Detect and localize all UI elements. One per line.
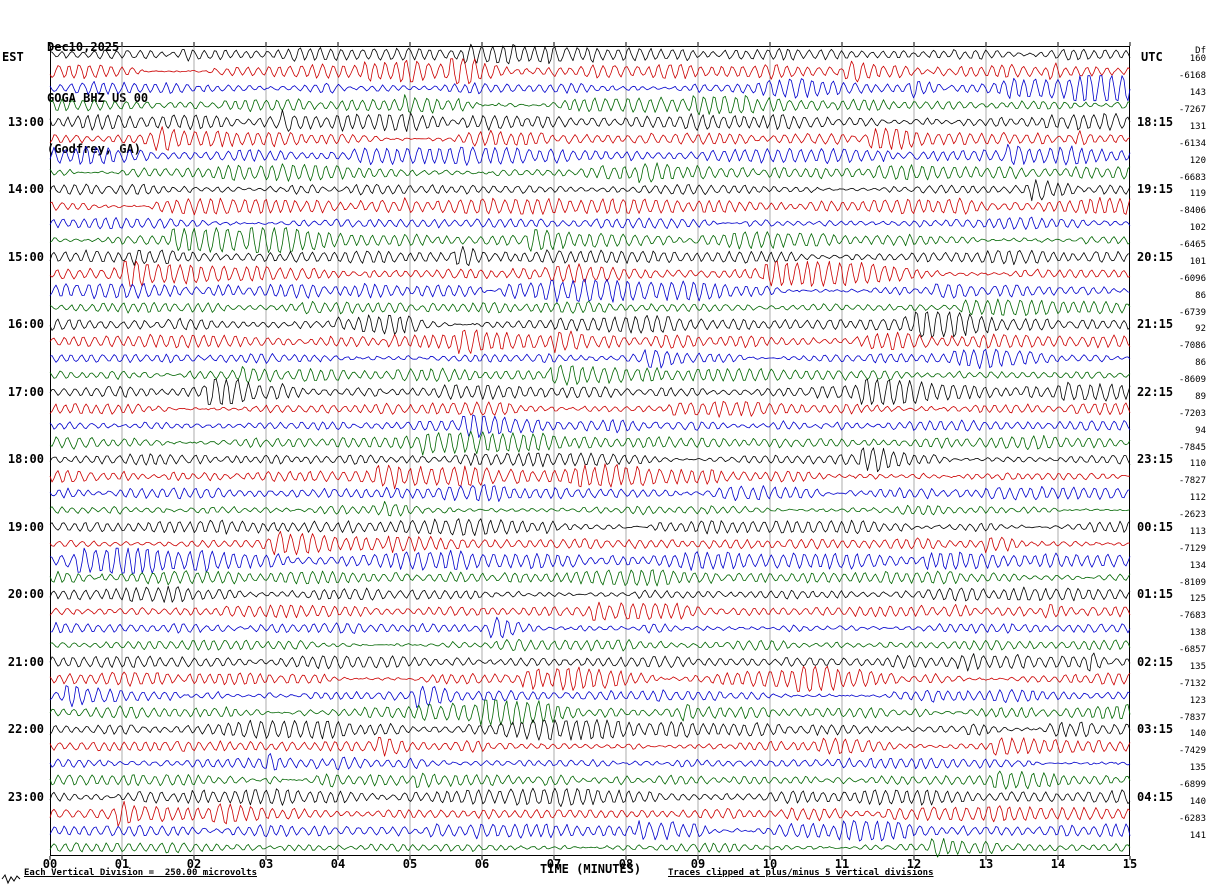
est-hour-label: 13:00 — [7, 115, 44, 129]
dc-offset-value: -6739 — [1178, 308, 1206, 318]
dc-offset-value: -7203 — [1178, 409, 1206, 419]
est-hour-label: 22:00 — [7, 722, 44, 736]
dc-offset-value: 123 — [1189, 696, 1206, 706]
dc-offset-value: -6899 — [1178, 780, 1206, 790]
est-hour-label: 16:00 — [7, 317, 44, 331]
dc-offset-value: 138 — [1189, 628, 1206, 638]
dc-offset-value: 86 — [1195, 291, 1206, 301]
dc-offset-value: 131 — [1189, 122, 1206, 132]
dc-offset-value: -7429 — [1178, 746, 1206, 756]
dc-offset-value: 102 — [1189, 223, 1206, 233]
dc-offset-value: 120 — [1189, 156, 1206, 166]
est-hour-label: 21:00 — [7, 655, 44, 669]
utc-hour-label: 02:15 — [1137, 655, 1174, 669]
dc-offset-value: 119 — [1189, 189, 1206, 199]
scale-note: Each Vertical Division = 250.00 microvol… — [24, 868, 257, 878]
dc-offset-value: 110 — [1189, 459, 1206, 469]
dc-offset-value: -7845 — [1178, 443, 1206, 453]
x-tick-label: 00 — [42, 857, 58, 871]
est-hour-label: 17:00 — [7, 385, 44, 399]
dc-offset-value: 134 — [1189, 561, 1206, 571]
est-hour-label: 14:00 — [7, 182, 44, 196]
dc-offset-value: -6096 — [1178, 274, 1206, 284]
x-tick-label: 12 — [906, 857, 922, 871]
dc-offset-value: 135 — [1189, 763, 1206, 773]
x-tick-label: 07 — [546, 857, 562, 871]
utc-hour-label: 01:15 — [1137, 587, 1174, 601]
x-tick-label: 02 — [186, 857, 202, 871]
dc-offset-value: 125 — [1189, 594, 1206, 604]
dc-offset-value: -7827 — [1178, 476, 1206, 486]
dc-offset-value: -7086 — [1178, 341, 1206, 351]
utc-hour-label: 22:15 — [1137, 385, 1174, 399]
dc-offset-value: -7132 — [1178, 679, 1206, 689]
dc-offset-value: -8609 — [1178, 375, 1206, 385]
dc-offset-value: -2623 — [1178, 510, 1206, 520]
dc-offset-value: -7683 — [1178, 611, 1206, 621]
dc-offset-value: 89 — [1195, 392, 1206, 402]
dc-offset-value: -8406 — [1178, 206, 1206, 216]
dc-offset-value: -6683 — [1178, 173, 1206, 183]
est-hour-label: 23:00 — [7, 790, 44, 804]
x-tick-label: 09 — [690, 857, 706, 871]
dc-offset-value: 113 — [1189, 527, 1206, 537]
dc-offset-value: 135 — [1189, 662, 1206, 672]
dc-offset-value: 160 — [1189, 54, 1206, 64]
dc-offset-value: 140 — [1189, 797, 1206, 807]
x-tick-label: 06 — [474, 857, 490, 871]
x-tick-label: 15 — [1122, 857, 1138, 871]
dc-offset-value: 112 — [1189, 493, 1206, 503]
x-tick-label: 03 — [258, 857, 274, 871]
dc-offset-value: -6857 — [1178, 645, 1206, 655]
squiggle-icon — [1, 873, 21, 885]
dc-offset-value: -6168 — [1178, 71, 1206, 81]
x-axis-title: TIME (MINUTES) — [540, 862, 642, 876]
right-timezone-header: UTC — [1141, 50, 1163, 64]
seismogram-plot[interactable] — [49, 42, 1131, 860]
dc-offset-value: 101 — [1189, 257, 1206, 267]
title-block: Dec10,2025 GOGA BHZ US 00 (Godfrey, GA) — [47, 3, 148, 194]
est-hour-label: 19:00 — [7, 520, 44, 534]
dc-offset-value: 86 — [1195, 358, 1206, 368]
x-tick-label: 11 — [834, 857, 850, 871]
utc-hour-label: 23:15 — [1137, 452, 1174, 466]
utc-hour-label: 20:15 — [1137, 250, 1174, 264]
dc-offset-value: -7267 — [1178, 105, 1206, 115]
left-timezone-header: EST — [2, 50, 24, 64]
est-hour-label: 20:00 — [7, 587, 44, 601]
utc-hour-label: 21:15 — [1137, 317, 1174, 331]
x-tick-label: 05 — [402, 857, 418, 871]
est-hour-label: 15:00 — [7, 250, 44, 264]
est-hour-label: 18:00 — [7, 452, 44, 466]
utc-hour-label: 03:15 — [1137, 722, 1174, 736]
x-tick-label: 13 — [978, 857, 994, 871]
dc-offset-value: 92 — [1195, 324, 1206, 334]
dc-offset-value: 141 — [1189, 831, 1206, 841]
utc-hour-label: 18:15 — [1137, 115, 1174, 129]
x-tick-label: 14 — [1050, 857, 1066, 871]
dc-offset-value: -6134 — [1178, 139, 1206, 149]
dc-offset-value: -6465 — [1178, 240, 1206, 250]
x-tick-label: 08 — [618, 857, 634, 871]
dc-offset-value: -8109 — [1178, 578, 1206, 588]
clip-note: Traces clipped at plus/minus 5 vertical … — [668, 868, 934, 878]
x-tick-label: 01 — [114, 857, 130, 871]
dc-offset-value: -6283 — [1178, 814, 1206, 824]
utc-hour-label: 00:15 — [1137, 520, 1174, 534]
dc-offset-value: -7837 — [1178, 713, 1206, 723]
x-tick-label: 10 — [762, 857, 778, 871]
dc-offset-value: 94 — [1195, 426, 1206, 436]
dc-offset-value: 140 — [1189, 729, 1206, 739]
utc-hour-label: 04:15 — [1137, 790, 1174, 804]
title-station: GOGA BHZ US 00 — [47, 91, 149, 105]
dc-offset-value: 143 — [1189, 88, 1206, 98]
x-tick-label: 04 — [330, 857, 346, 871]
utc-hour-label: 19:15 — [1137, 182, 1174, 196]
dc-offset-header: Df — [1195, 46, 1206, 56]
dc-offset-value: -7129 — [1178, 544, 1206, 554]
